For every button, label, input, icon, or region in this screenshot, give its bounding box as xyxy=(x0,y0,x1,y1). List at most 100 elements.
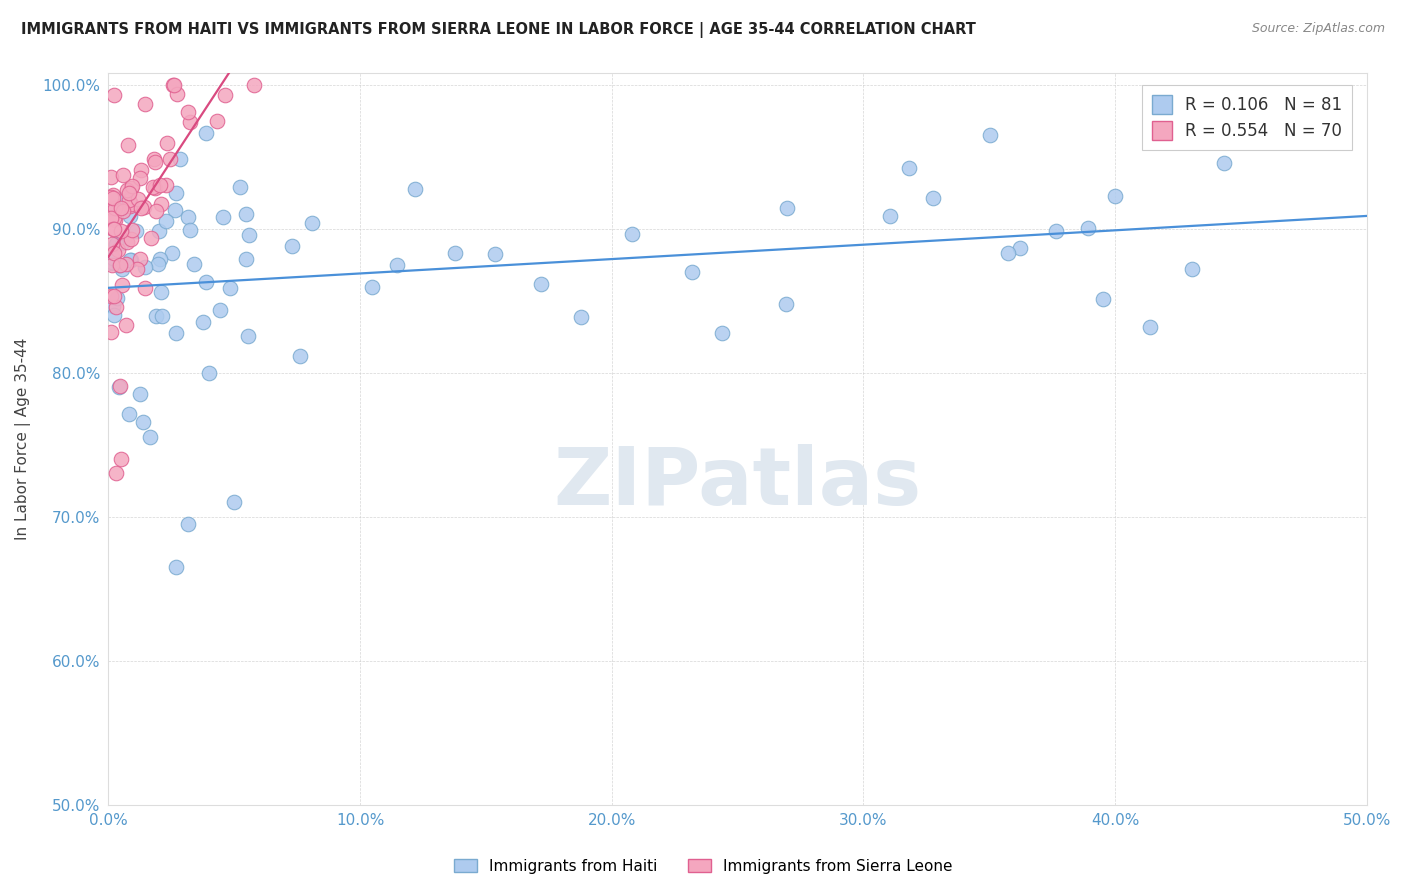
Point xyxy=(117,235,139,249)
Point xyxy=(238,227,260,242)
Point xyxy=(681,265,703,279)
Point xyxy=(103,308,125,322)
Point xyxy=(129,162,152,177)
Point xyxy=(620,227,643,241)
Point xyxy=(166,87,188,101)
Point xyxy=(143,152,166,166)
Point xyxy=(120,197,142,211)
Point xyxy=(111,235,134,250)
Point xyxy=(120,252,142,267)
Point xyxy=(100,256,122,270)
Point xyxy=(100,170,122,185)
Point xyxy=(711,326,734,340)
Point xyxy=(121,223,143,237)
Point xyxy=(112,169,135,183)
Point xyxy=(212,210,235,224)
Point xyxy=(139,430,162,444)
Point xyxy=(997,246,1019,260)
Point xyxy=(162,78,184,92)
Point xyxy=(101,191,124,205)
Point xyxy=(101,255,124,269)
Text: ZIPatlas: ZIPatlas xyxy=(554,443,922,522)
Point xyxy=(120,210,142,224)
Point xyxy=(141,231,163,245)
Point xyxy=(149,178,172,192)
Point xyxy=(129,201,152,215)
Point xyxy=(163,78,186,92)
Point xyxy=(145,310,167,324)
Point xyxy=(165,560,187,574)
Point xyxy=(103,246,125,260)
Point xyxy=(150,285,173,299)
Point xyxy=(104,201,127,215)
Point xyxy=(179,223,201,237)
Point xyxy=(111,277,134,292)
Point xyxy=(103,289,125,303)
Point xyxy=(183,257,205,271)
Point xyxy=(191,315,214,329)
Point xyxy=(194,126,217,140)
Point xyxy=(100,200,122,214)
Point xyxy=(775,297,797,311)
Point xyxy=(142,180,165,194)
Point xyxy=(229,180,252,194)
Point xyxy=(114,257,136,271)
Point xyxy=(107,192,129,206)
Point xyxy=(361,280,384,294)
Point xyxy=(103,211,125,225)
Point xyxy=(108,378,131,392)
Y-axis label: In Labor Force | Age 35-44: In Labor Force | Age 35-44 xyxy=(15,337,31,540)
Point xyxy=(148,224,170,238)
Point xyxy=(156,136,179,150)
Point xyxy=(115,183,138,197)
Point xyxy=(165,326,187,340)
Point xyxy=(484,247,506,261)
Point xyxy=(129,252,152,266)
Point xyxy=(235,207,257,221)
Point xyxy=(120,232,142,246)
Point xyxy=(134,96,156,111)
Point xyxy=(125,261,148,276)
Point xyxy=(165,186,187,201)
Point xyxy=(118,193,141,207)
Point xyxy=(776,202,799,216)
Point xyxy=(129,170,152,185)
Point xyxy=(100,211,122,226)
Point xyxy=(103,88,125,103)
Point xyxy=(105,467,128,481)
Point xyxy=(385,258,408,272)
Point xyxy=(105,300,128,314)
Point xyxy=(101,237,124,252)
Legend: Immigrants from Haiti, Immigrants from Sierra Leone: Immigrants from Haiti, Immigrants from S… xyxy=(447,853,959,880)
Point xyxy=(129,387,152,401)
Point xyxy=(104,212,127,227)
Point xyxy=(243,78,266,92)
Point xyxy=(530,277,553,291)
Point xyxy=(177,105,200,120)
Point xyxy=(120,181,142,195)
Point xyxy=(101,251,124,265)
Point xyxy=(108,380,131,394)
Point xyxy=(134,281,156,295)
Point xyxy=(107,291,129,305)
Point xyxy=(100,202,122,216)
Point xyxy=(127,192,149,206)
Point xyxy=(120,252,142,267)
Point xyxy=(879,209,901,223)
Point xyxy=(105,237,128,252)
Point xyxy=(1008,241,1031,255)
Point xyxy=(108,258,131,272)
Point xyxy=(1045,224,1067,238)
Point xyxy=(107,244,129,258)
Point xyxy=(169,152,191,166)
Point xyxy=(125,224,148,238)
Point xyxy=(143,155,166,169)
Point xyxy=(145,204,167,219)
Point xyxy=(111,261,134,276)
Point xyxy=(198,366,221,380)
Point xyxy=(101,188,124,202)
Point xyxy=(209,303,232,318)
Point xyxy=(235,252,257,267)
Point xyxy=(155,178,177,192)
Point xyxy=(301,216,323,230)
